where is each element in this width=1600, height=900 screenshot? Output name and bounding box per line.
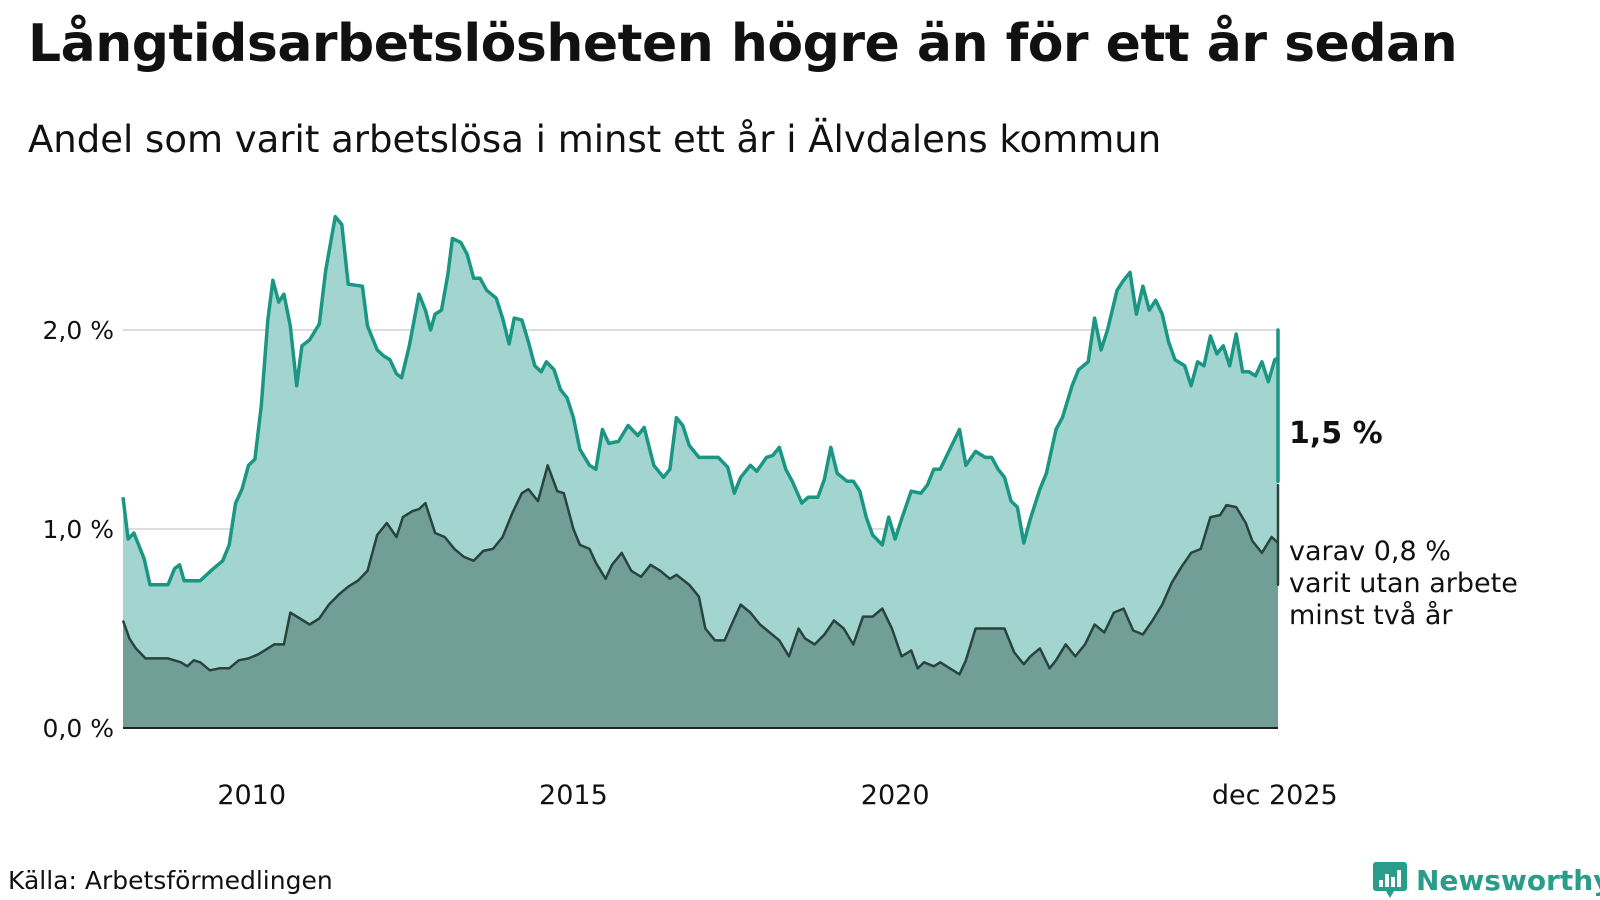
chart-subtitle: Andel som varit arbetslösa i minst ett å… [28, 118, 1162, 161]
brand-name: Newsworthy [1416, 863, 1600, 897]
series-minst-ett-ar-line [121, 214, 1280, 587]
end-label-main: 1,5 % [1289, 416, 1383, 451]
end-label-sub-line: minst två år [1289, 600, 1453, 631]
x-tick-label: 2015 [539, 780, 608, 811]
y-tick-label: 1,0 % [43, 515, 114, 544]
x-tick-label: 2020 [861, 780, 930, 811]
chart-title: Långtidsarbetslösheten högre än för ett … [28, 14, 1458, 74]
x-tick-label: dec 2025 [1212, 780, 1338, 811]
end-label-sub-line: varit utan arbete [1289, 568, 1518, 599]
y-tick-label: 0,0 % [43, 714, 114, 743]
series-minst-tva-ar-line [121, 464, 1280, 676]
x-tick-label: 2010 [217, 780, 286, 811]
brand-logo[interactable]: Newsworthy [1372, 860, 1600, 900]
series-minst-tva-ar-area [123, 465, 1278, 728]
y-tick-label: 2,0 % [43, 316, 114, 345]
newsworthy-logo-icon [1373, 862, 1407, 898]
source-note: Källa: Arbetsförmedlingen [8, 866, 333, 895]
end-label-sub-line: varav 0,8 % [1289, 536, 1451, 567]
